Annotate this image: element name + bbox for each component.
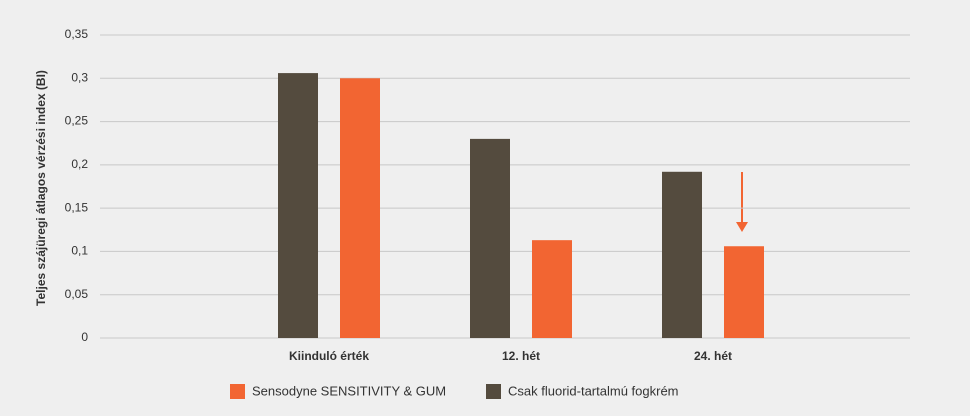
bar bbox=[470, 138, 510, 338]
y-tick-label: 0,15 bbox=[65, 200, 89, 214]
bar bbox=[278, 73, 318, 338]
y-tick-label: 0,1 bbox=[71, 244, 88, 258]
y-axis-label: Teljes szájüregi átlagos vérzési index (… bbox=[34, 70, 48, 306]
legend-label: Csak fluorid-tartalmú fogkrém bbox=[508, 383, 679, 398]
y-tick-label: 0,3 bbox=[71, 70, 88, 84]
bar bbox=[340, 78, 380, 339]
legend-swatch bbox=[230, 384, 245, 399]
y-tick-label: 0 bbox=[81, 330, 88, 344]
bar bbox=[724, 246, 764, 338]
x-tick-label: Kiinduló érték bbox=[289, 349, 369, 363]
legend-label: Sensodyne SENSITIVITY & GUM bbox=[252, 383, 446, 398]
x-tick-label: 24. hét bbox=[694, 349, 732, 363]
bar bbox=[532, 240, 572, 338]
bar bbox=[662, 171, 702, 338]
y-tick-label: 0,05 bbox=[65, 287, 89, 301]
y-tick-label: 0,2 bbox=[71, 157, 88, 171]
annotation-arrow bbox=[736, 172, 748, 232]
y-tick-label: 0,35 bbox=[65, 27, 89, 41]
legend-swatch bbox=[486, 384, 501, 399]
x-tick-label: 12. hét bbox=[502, 349, 540, 363]
y-tick-label: 0,25 bbox=[65, 114, 89, 128]
